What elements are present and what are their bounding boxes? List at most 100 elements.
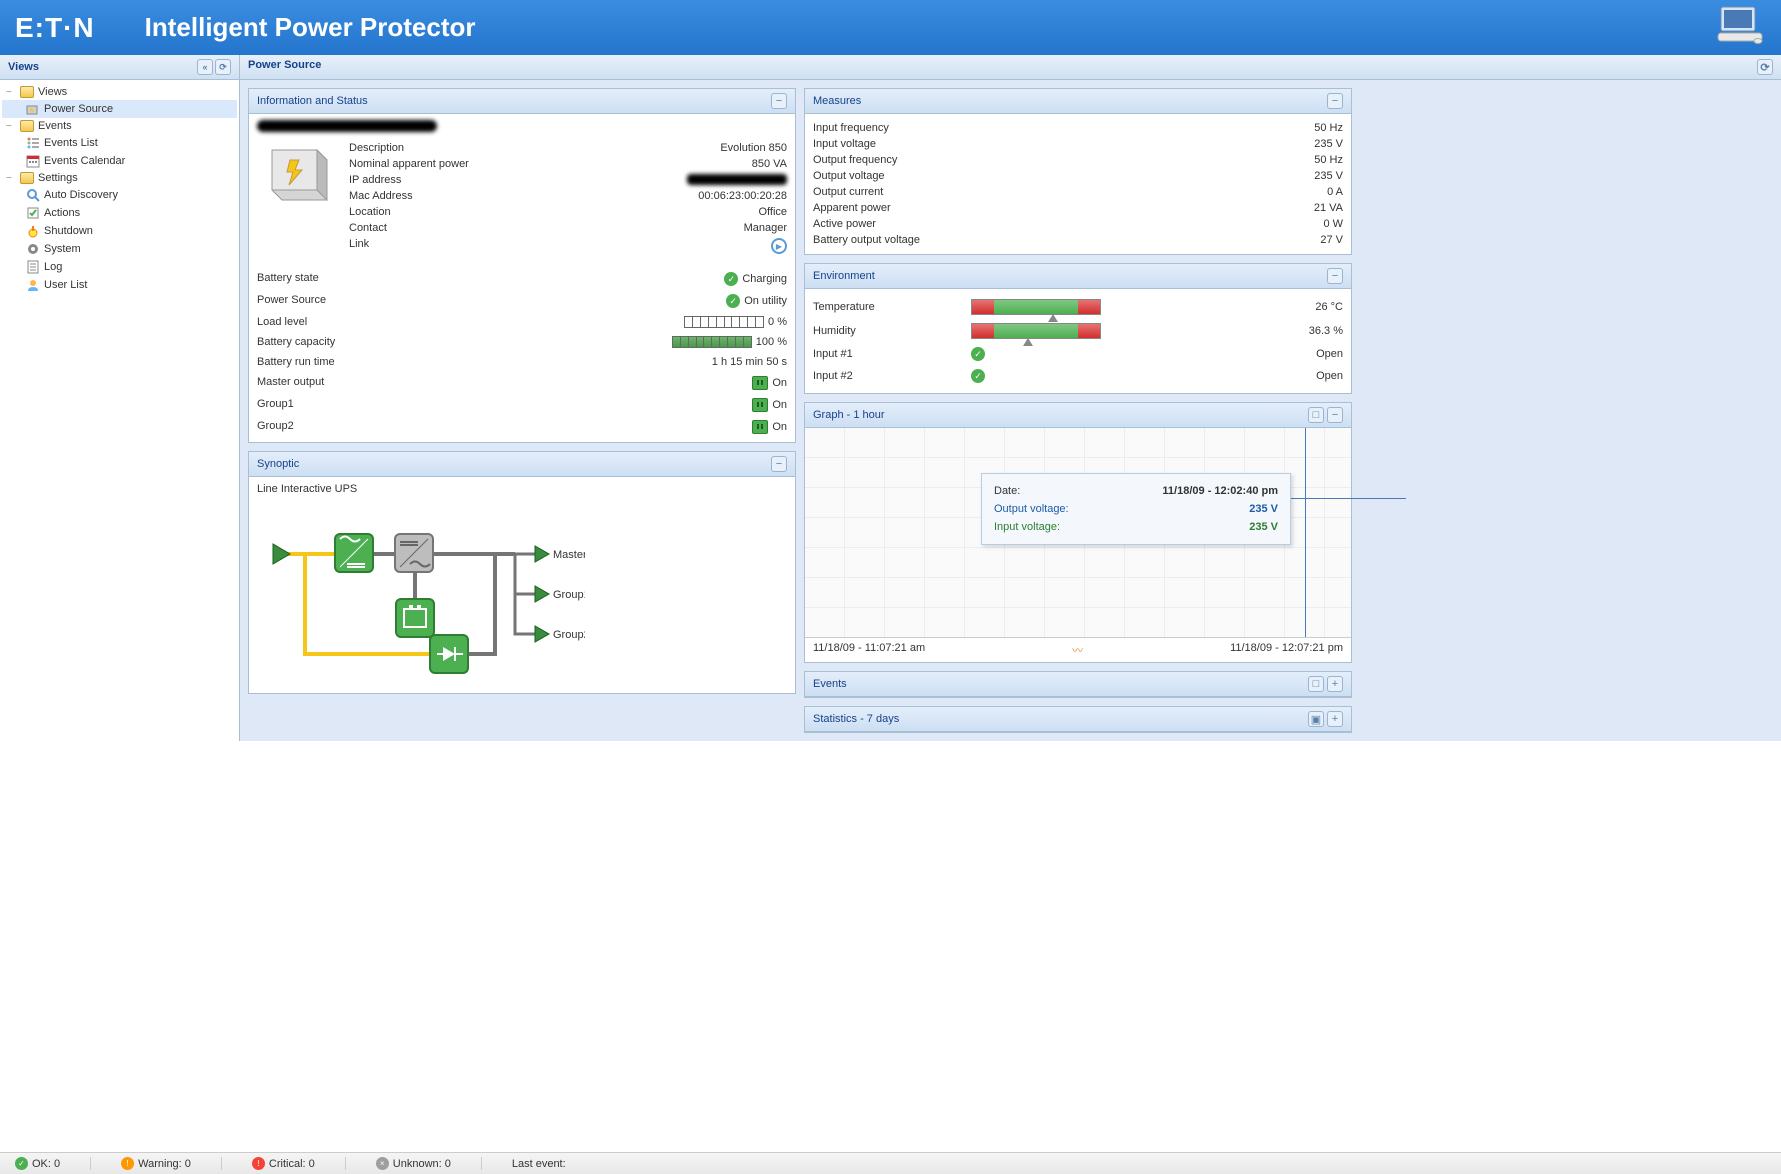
collapse-icon[interactable]: − (1327, 268, 1343, 284)
tooltip-date-value: 11/18/09 - 12:02:40 pm (1162, 485, 1278, 497)
battery-runtime-label: Battery run time (257, 356, 335, 368)
battery-runtime-value: 1 h 15 min 50 s (712, 356, 787, 368)
refresh-icon[interactable]: ⟳ (215, 59, 231, 75)
svg-text:Group1: Group1 (553, 589, 585, 601)
load-level-label: Load level (257, 316, 307, 328)
ok-icon: ✓ (724, 272, 738, 286)
tree-label: Log (44, 261, 62, 273)
expand-icon[interactable]: + (1327, 676, 1343, 692)
tooltip-input-label: Input voltage: (994, 521, 1060, 533)
tree-auto-discovery[interactable]: Auto Discovery (2, 186, 237, 204)
panel-title: Graph - 1 hour (813, 409, 885, 421)
maximize-icon[interactable]: □ (1308, 407, 1324, 423)
status-text: Warning: 0 (138, 1158, 191, 1170)
measure-label: Battery output voltage (813, 234, 920, 246)
panel-title: Statistics - 7 days (813, 713, 899, 725)
status-critical[interactable]: !Critical: 0 (252, 1157, 346, 1170)
link-icon[interactable]: ▶ (771, 238, 787, 254)
calendar-icon (26, 154, 40, 168)
tooltip-output-value: 235 V (1249, 503, 1278, 515)
tooltip-date-label: Date: (994, 485, 1020, 497)
brand-logo: E:T·N (15, 12, 95, 44)
tree-events[interactable]: −Events (2, 118, 237, 134)
collapse-icon[interactable]: − (1327, 93, 1343, 109)
graph-start-time: 11/18/09 - 11:07:21 am (813, 642, 925, 658)
environment-panel: Environment − Temperature 26 °C Humidity (804, 263, 1352, 394)
location-value: Office (758, 206, 787, 218)
measure-label: Active power (813, 218, 876, 230)
tree-shutdown[interactable]: Shutdown (2, 222, 237, 240)
collapse-icon[interactable]: « (197, 59, 213, 75)
graph-panel: Graph - 1 hour □− Date: 11/18/09 - 12:02:… (804, 402, 1352, 663)
capacity-progress (672, 336, 752, 348)
folder-icon (20, 86, 34, 98)
gear-icon (26, 242, 40, 256)
tree-actions[interactable]: Actions (2, 204, 237, 222)
collapse-icon[interactable]: − (1327, 407, 1343, 423)
status-warning[interactable]: !Warning: 0 (121, 1157, 222, 1170)
outlet-icon (752, 420, 768, 434)
humidity-gauge (971, 323, 1101, 339)
device-name (257, 120, 437, 132)
master-output-label: Master output (257, 376, 324, 390)
discovery-icon (26, 188, 40, 202)
sidebar-header: Views « ⟳ (0, 55, 239, 80)
tree-events-calendar[interactable]: Events Calendar (2, 152, 237, 170)
expand-icon[interactable]: + (1327, 711, 1343, 727)
temperature-value: 26 °C (1315, 301, 1343, 313)
graph-area[interactable]: Date:11/18/09 - 12:02:40 pm Output volta… (805, 428, 1351, 638)
load-progress (684, 316, 764, 328)
graph-tooltip: Date:11/18/09 - 12:02:40 pm Output volta… (981, 473, 1291, 545)
status-text: Unknown: 0 (393, 1158, 451, 1170)
tree-views[interactable]: −Views (2, 84, 237, 100)
battery-state-label: Battery state (257, 272, 319, 286)
main-header: Power Source ⟳ (240, 55, 1781, 80)
main-title: Power Source (248, 59, 321, 75)
measure-label: Input voltage (813, 138, 876, 150)
ok-icon: ✓ (971, 369, 985, 383)
nav-tree: −Views Power Source −Events Events List … (0, 80, 239, 298)
location-label: Location (349, 206, 391, 218)
power-source-value: On utility (744, 295, 787, 307)
group1-label: Group1 (257, 398, 294, 412)
nominal-value: 850 VA (752, 158, 787, 170)
graph-legend-icon[interactable]: 〰 (1072, 642, 1083, 658)
status-ok[interactable]: ✓OK: 0 (15, 1157, 91, 1170)
maximize-icon[interactable]: □ (1308, 676, 1324, 692)
status-text: OK: 0 (32, 1158, 60, 1170)
tree-label: Power Source (44, 103, 113, 115)
panel-title: Information and Status (257, 95, 368, 107)
tree-label: Views (38, 86, 67, 98)
save-icon[interactable]: ▣ (1308, 711, 1324, 727)
measure-value: 50 Hz (1314, 154, 1343, 166)
folder-icon (20, 172, 34, 184)
sidebar-title: Views (8, 61, 39, 73)
measure-value: 0 W (1323, 218, 1343, 230)
collapse-icon[interactable]: − (771, 456, 787, 472)
tree-events-list[interactable]: Events List (2, 134, 237, 152)
mac-label: Mac Address (349, 190, 413, 202)
tree-power-source[interactable]: Power Source (2, 100, 237, 118)
computer-icon (1716, 5, 1766, 45)
refresh-icon[interactable]: ⟳ (1757, 59, 1773, 75)
tree-log[interactable]: Log (2, 258, 237, 276)
device-image (257, 140, 337, 210)
outlet-icon (752, 398, 768, 412)
tree-settings[interactable]: −Settings (2, 170, 237, 186)
status-unknown[interactable]: ×Unknown: 0 (376, 1157, 482, 1170)
temperature-label: Temperature (813, 301, 963, 313)
statusbar: ✓OK: 0 !Warning: 0 !Critical: 0 ×Unknown… (0, 1152, 1781, 1174)
measure-value: 27 V (1320, 234, 1343, 246)
tree-label: Actions (44, 207, 80, 219)
tree-user-list[interactable]: User List (2, 276, 237, 294)
app-header: E:T·N Intelligent Power Protector (0, 0, 1781, 55)
measure-label: Output current (813, 186, 883, 198)
contact-label: Contact (349, 222, 387, 234)
collapse-icon[interactable]: − (771, 93, 787, 109)
tree-system[interactable]: System (2, 240, 237, 258)
svg-text:Master: Master (553, 549, 585, 561)
outlet-icon (752, 376, 768, 390)
ip-value (687, 174, 787, 185)
panel-title: Synoptic (257, 458, 299, 470)
info-status-panel: Information and Status − DescriptionEvol… (248, 88, 796, 443)
